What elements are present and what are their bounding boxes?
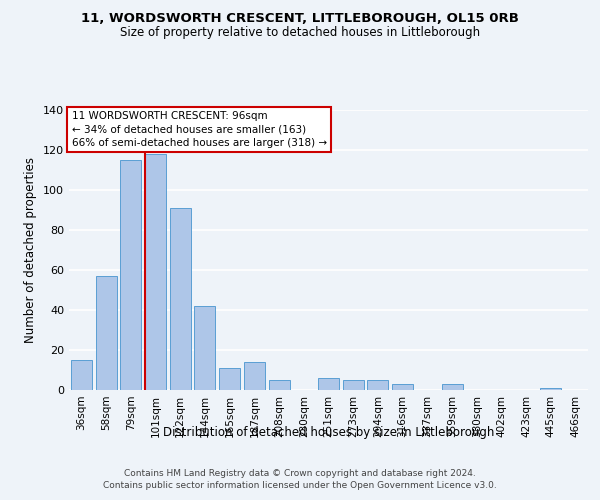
Y-axis label: Number of detached properties: Number of detached properties	[25, 157, 37, 343]
Text: 11 WORDSWORTH CRESCENT: 96sqm
← 34% of detached houses are smaller (163)
66% of : 11 WORDSWORTH CRESCENT: 96sqm ← 34% of d…	[71, 112, 327, 148]
Bar	[541, 388, 562, 390]
Bar	[244, 362, 265, 390]
Text: Contains HM Land Registry data © Crown copyright and database right 2024.: Contains HM Land Registry data © Crown c…	[124, 468, 476, 477]
Bar	[145, 154, 166, 390]
Text: Contains public sector information licensed under the Open Government Licence v3: Contains public sector information licen…	[103, 481, 497, 490]
Bar	[194, 306, 215, 390]
Text: 11, WORDSWORTH CRESCENT, LITTLEBOROUGH, OL15 0RB: 11, WORDSWORTH CRESCENT, LITTLEBOROUGH, …	[81, 12, 519, 26]
Text: Distribution of detached houses by size in Littleborough: Distribution of detached houses by size …	[163, 426, 494, 439]
Bar	[170, 208, 191, 390]
Bar	[392, 384, 413, 390]
Bar	[367, 380, 388, 390]
Text: Size of property relative to detached houses in Littleborough: Size of property relative to detached ho…	[120, 26, 480, 39]
Bar	[219, 368, 240, 390]
Bar	[95, 276, 116, 390]
Bar	[120, 160, 141, 390]
Bar	[71, 360, 92, 390]
Bar	[269, 380, 290, 390]
Bar	[343, 380, 364, 390]
Bar	[442, 384, 463, 390]
Bar	[318, 378, 339, 390]
